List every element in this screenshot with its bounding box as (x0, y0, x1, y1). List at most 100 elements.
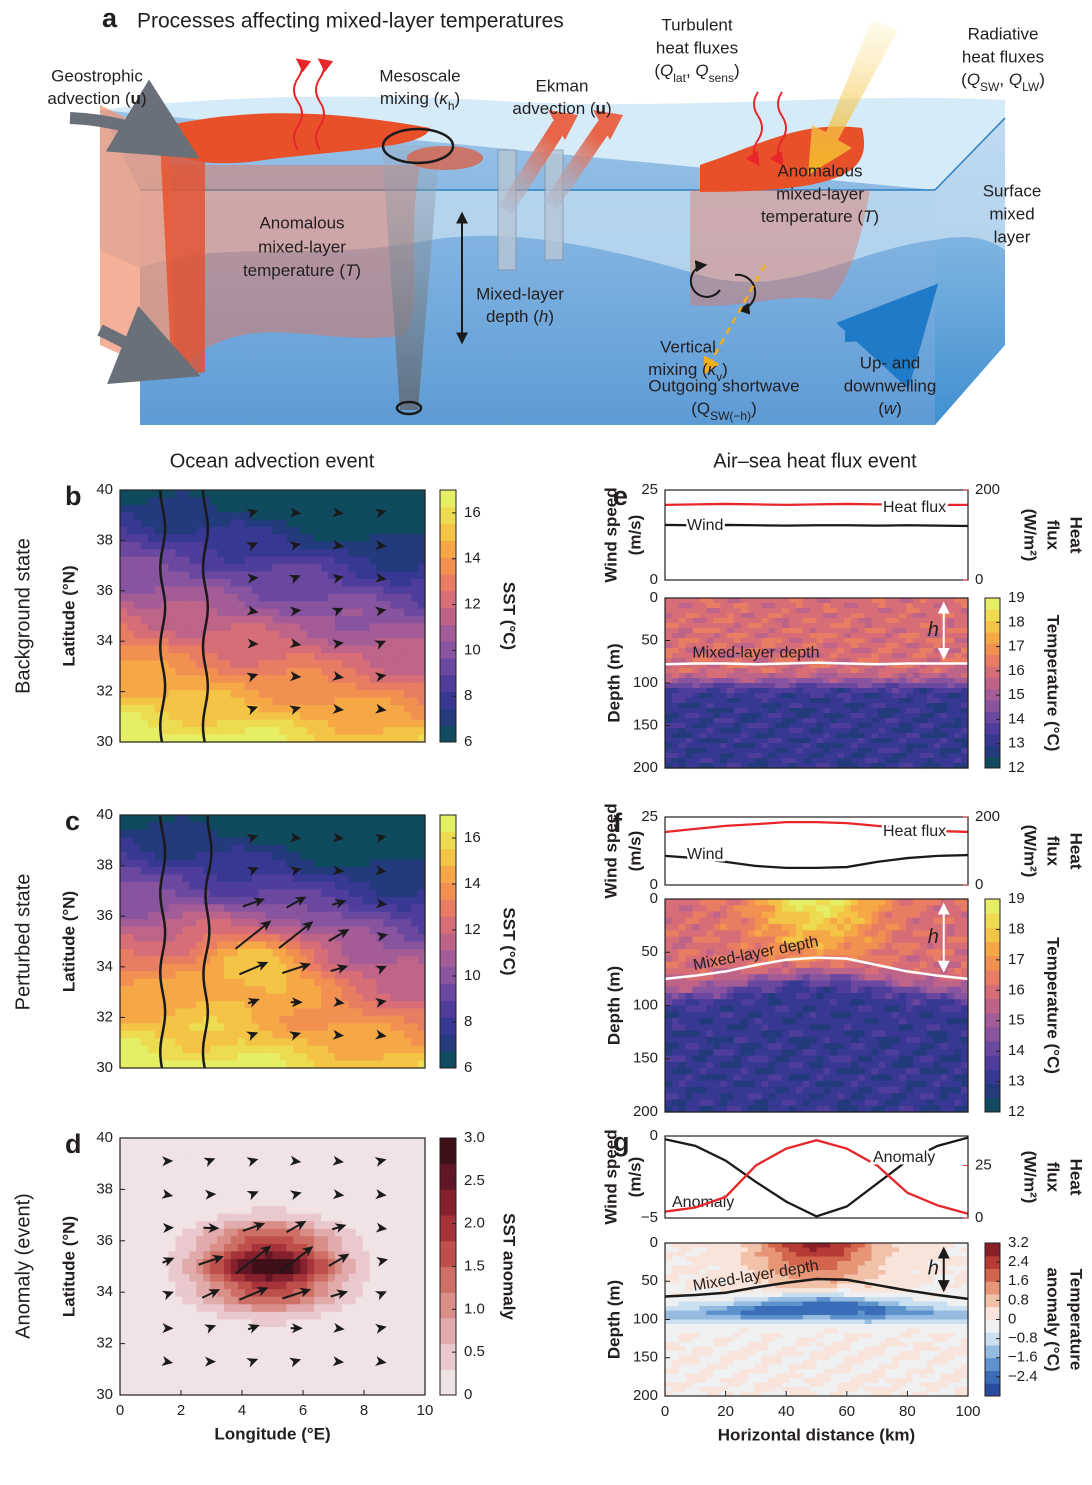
field-cell (273, 1146, 281, 1154)
field-cell (252, 557, 260, 565)
field-cell (273, 860, 281, 868)
field-cell (328, 1372, 336, 1380)
field-cell (279, 1282, 287, 1290)
field-cell (134, 949, 142, 957)
field-cell (120, 860, 128, 868)
field-cell (134, 1176, 142, 1184)
field-cell (273, 683, 281, 691)
field-cell (363, 1046, 371, 1054)
field-cell (349, 601, 357, 609)
field-cell (307, 1267, 315, 1275)
field-cell (376, 942, 384, 950)
field-cell (300, 564, 308, 572)
field-cell (404, 815, 412, 823)
colorbar-label: SST anomaly (500, 1213, 519, 1320)
field-cell (293, 1350, 301, 1358)
field-cell (252, 1335, 260, 1343)
field-cell (349, 564, 357, 572)
field-cell (672, 643, 679, 649)
field-cell (321, 1176, 329, 1184)
field-cell (141, 1319, 149, 1327)
field-cell (397, 675, 405, 683)
field-cell (266, 683, 274, 691)
field-cell (141, 852, 149, 860)
field-cell (279, 735, 287, 743)
field-cell (321, 690, 329, 698)
field-cell (314, 1001, 322, 1009)
field-cell (411, 1161, 419, 1169)
field-cell (120, 1335, 128, 1343)
field-cell (266, 860, 274, 868)
field-cell (307, 1335, 315, 1343)
field-cell (307, 1342, 315, 1350)
field-cell (259, 653, 267, 661)
field-cell (210, 1274, 218, 1282)
field-cell (252, 1387, 260, 1395)
field-cell (363, 875, 371, 883)
field-cell (307, 1031, 315, 1039)
field-cell (300, 572, 308, 580)
field-cell (300, 986, 308, 994)
colorbar-segment (440, 1138, 456, 1164)
field-cell (224, 1146, 232, 1154)
field-cell (120, 1161, 128, 1169)
field-cell (175, 638, 183, 646)
field-cell (397, 1146, 405, 1154)
field-cell (155, 1221, 163, 1229)
field-cell (134, 557, 142, 565)
field-cell (370, 986, 378, 994)
field-cell (279, 497, 287, 505)
field-cell (286, 1319, 294, 1327)
field-cell (224, 1016, 232, 1024)
field-cell (127, 1251, 135, 1259)
field-cell (196, 579, 204, 587)
field-cell (293, 815, 301, 823)
field-cell (169, 1274, 177, 1282)
field-cell (349, 897, 357, 905)
field-cell (231, 845, 239, 853)
field-cell (314, 815, 322, 823)
field-cell (266, 852, 274, 860)
field-cell (238, 1350, 246, 1358)
field-cell (210, 1206, 218, 1214)
field-cell (314, 712, 322, 720)
field-cell (224, 1380, 232, 1388)
field-cell (127, 867, 135, 875)
field-cell (665, 693, 672, 699)
field-cell (238, 994, 246, 1002)
field-cell (127, 912, 135, 920)
field-cell (148, 1357, 156, 1365)
field-cell (293, 1274, 301, 1282)
field-cell (342, 1176, 350, 1184)
field-cell (259, 1023, 267, 1031)
field-cell (189, 735, 197, 743)
field-cell (245, 1236, 253, 1244)
field-cell (120, 1191, 128, 1199)
field-cell (411, 1335, 419, 1343)
field-cell (224, 638, 232, 646)
field-cell (672, 708, 679, 714)
field-cell (175, 512, 183, 520)
field-cell (148, 1153, 156, 1161)
field-cell (224, 1046, 232, 1054)
field-cell (175, 675, 183, 683)
field-cell (279, 1214, 287, 1222)
field-cell (189, 520, 197, 528)
field-cell (134, 1289, 142, 1297)
field-cell (252, 683, 260, 691)
field-cell (293, 1008, 301, 1016)
field-cell (189, 830, 197, 838)
field-cell (293, 1297, 301, 1305)
field-cell (349, 1008, 357, 1016)
field-cell (134, 1053, 142, 1061)
field-cell (279, 830, 287, 838)
field-cell (279, 579, 287, 587)
field-cell (286, 1206, 294, 1214)
field-cell (390, 845, 398, 853)
field-cell (672, 748, 679, 754)
field-cell (397, 698, 405, 706)
field-cell (370, 867, 378, 875)
field-cell (376, 557, 384, 565)
field-cell (314, 1206, 322, 1214)
field-cell (196, 601, 204, 609)
